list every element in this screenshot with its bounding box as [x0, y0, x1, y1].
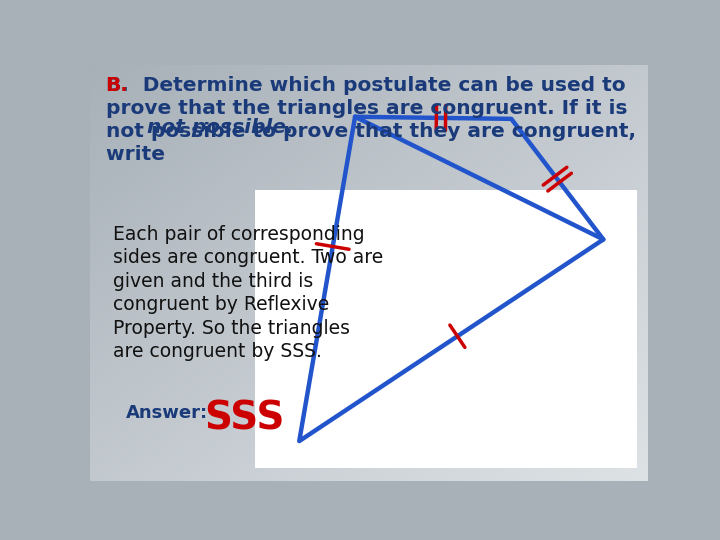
Text: Each pair of corresponding
sides are congruent. Two are
given and the third is
c: Each pair of corresponding sides are con…	[114, 225, 384, 361]
Text: not possible.: not possible.	[148, 118, 294, 137]
Text: SSS: SSS	[204, 400, 285, 437]
Text: B.: B.	[106, 77, 128, 96]
Text: B.  Determine which postulate can be used to
prove that the triangles are congru: B. Determine which postulate can be used…	[106, 77, 636, 164]
Text: Answer:: Answer:	[126, 404, 208, 422]
Bar	[255, 190, 637, 468]
